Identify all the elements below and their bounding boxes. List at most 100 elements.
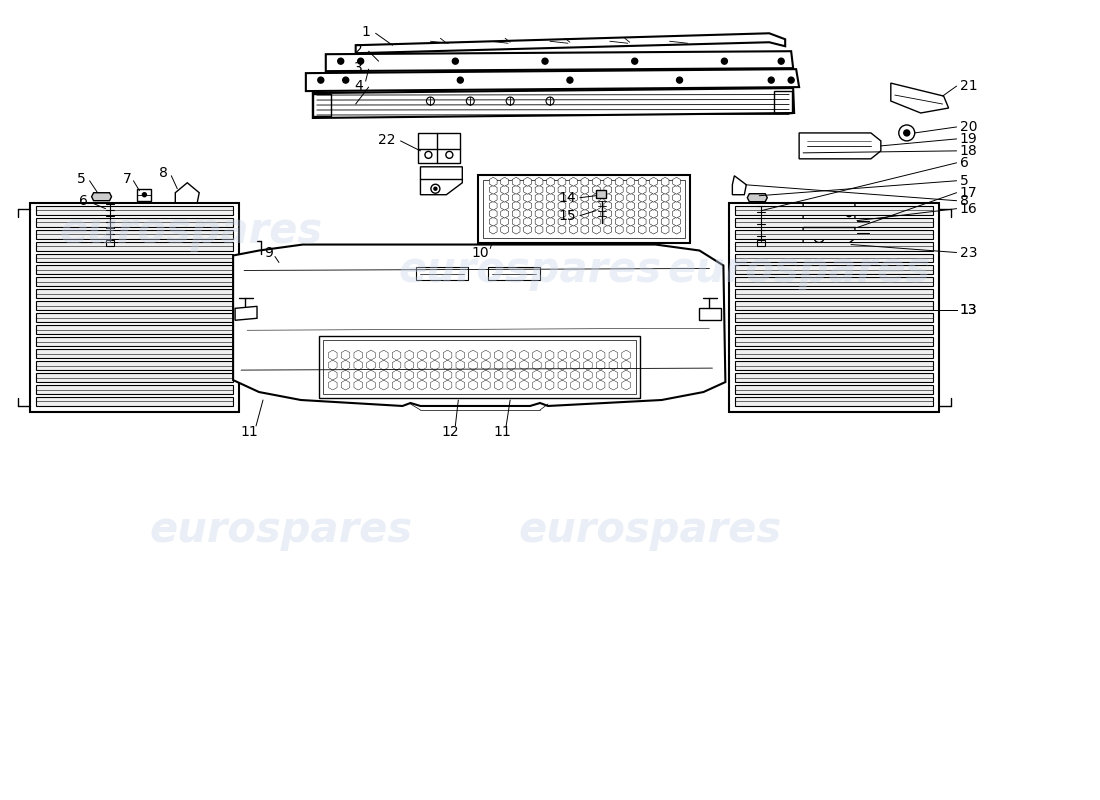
Polygon shape bbox=[326, 51, 793, 71]
Polygon shape bbox=[366, 360, 375, 370]
Polygon shape bbox=[604, 178, 612, 186]
Bar bbox=[30, 202, 239, 412]
Polygon shape bbox=[513, 186, 520, 194]
Polygon shape bbox=[235, 306, 257, 320]
Polygon shape bbox=[558, 201, 565, 210]
Polygon shape bbox=[661, 217, 669, 226]
Polygon shape bbox=[482, 350, 491, 360]
Polygon shape bbox=[341, 370, 350, 380]
Polygon shape bbox=[513, 225, 520, 234]
Polygon shape bbox=[456, 370, 464, 380]
Polygon shape bbox=[604, 201, 612, 210]
Polygon shape bbox=[366, 370, 375, 380]
Polygon shape bbox=[430, 360, 439, 370]
Polygon shape bbox=[547, 201, 554, 210]
Polygon shape bbox=[547, 209, 554, 218]
Bar bbox=[36, 361, 233, 370]
Polygon shape bbox=[500, 194, 508, 202]
Polygon shape bbox=[661, 186, 669, 194]
Text: 23: 23 bbox=[959, 246, 977, 259]
Polygon shape bbox=[490, 225, 497, 234]
Text: 6: 6 bbox=[79, 194, 88, 208]
Circle shape bbox=[318, 77, 323, 83]
Text: 7: 7 bbox=[123, 172, 132, 186]
Polygon shape bbox=[456, 380, 464, 390]
Polygon shape bbox=[490, 217, 497, 226]
Bar bbox=[36, 302, 233, 310]
Polygon shape bbox=[581, 225, 589, 234]
Polygon shape bbox=[593, 217, 601, 226]
Polygon shape bbox=[494, 370, 503, 380]
Polygon shape bbox=[393, 360, 400, 370]
Bar bbox=[736, 218, 933, 226]
Polygon shape bbox=[584, 350, 592, 360]
Polygon shape bbox=[615, 194, 623, 202]
Bar bbox=[418, 133, 460, 163]
Polygon shape bbox=[627, 194, 635, 202]
Bar bbox=[736, 254, 933, 262]
Polygon shape bbox=[627, 217, 635, 226]
Polygon shape bbox=[604, 186, 612, 194]
Polygon shape bbox=[650, 201, 658, 210]
Polygon shape bbox=[482, 370, 491, 380]
Bar bbox=[736, 230, 933, 238]
Polygon shape bbox=[570, 186, 578, 194]
Polygon shape bbox=[673, 178, 681, 186]
Polygon shape bbox=[570, 217, 578, 226]
Polygon shape bbox=[430, 350, 439, 360]
Polygon shape bbox=[615, 217, 623, 226]
Polygon shape bbox=[547, 194, 554, 202]
Bar bbox=[736, 206, 933, 214]
Polygon shape bbox=[621, 350, 630, 360]
Polygon shape bbox=[430, 370, 439, 380]
Polygon shape bbox=[621, 370, 630, 380]
Polygon shape bbox=[673, 186, 681, 194]
Polygon shape bbox=[494, 380, 503, 390]
Bar bbox=[36, 266, 233, 274]
Polygon shape bbox=[571, 350, 580, 360]
Polygon shape bbox=[558, 209, 565, 218]
Polygon shape bbox=[615, 186, 623, 194]
Circle shape bbox=[142, 193, 146, 197]
Polygon shape bbox=[500, 201, 508, 210]
Bar bbox=[736, 326, 933, 334]
Polygon shape bbox=[513, 217, 520, 226]
Bar bbox=[106, 239, 113, 246]
Polygon shape bbox=[490, 178, 497, 186]
Text: 6: 6 bbox=[959, 156, 968, 170]
Circle shape bbox=[433, 187, 437, 190]
Text: eurospares: eurospares bbox=[59, 210, 322, 251]
Polygon shape bbox=[513, 194, 520, 202]
Polygon shape bbox=[604, 217, 612, 226]
Bar bbox=[478, 174, 690, 242]
Text: 10: 10 bbox=[472, 246, 490, 259]
Text: 14: 14 bbox=[559, 190, 576, 205]
Text: 5: 5 bbox=[959, 174, 968, 188]
Bar bbox=[36, 230, 233, 238]
Polygon shape bbox=[536, 225, 543, 234]
Text: 18: 18 bbox=[959, 144, 977, 158]
Polygon shape bbox=[558, 380, 566, 390]
Polygon shape bbox=[604, 194, 612, 202]
Text: 22: 22 bbox=[378, 133, 396, 147]
Bar bbox=[736, 361, 933, 370]
Bar bbox=[36, 290, 233, 298]
Polygon shape bbox=[593, 209, 601, 218]
Polygon shape bbox=[443, 350, 452, 360]
Text: eurospares: eurospares bbox=[518, 509, 781, 550]
Polygon shape bbox=[482, 360, 491, 370]
Polygon shape bbox=[494, 360, 503, 370]
Polygon shape bbox=[500, 209, 508, 218]
Polygon shape bbox=[615, 178, 623, 186]
Bar bbox=[36, 314, 233, 322]
Text: 19: 19 bbox=[959, 132, 977, 146]
Polygon shape bbox=[341, 380, 350, 390]
Text: 1: 1 bbox=[362, 26, 371, 39]
Polygon shape bbox=[341, 360, 350, 370]
Text: 17: 17 bbox=[959, 186, 977, 200]
Text: 11: 11 bbox=[493, 425, 512, 439]
Polygon shape bbox=[536, 178, 543, 186]
Polygon shape bbox=[661, 178, 669, 186]
Polygon shape bbox=[520, 360, 528, 370]
Polygon shape bbox=[443, 370, 452, 380]
